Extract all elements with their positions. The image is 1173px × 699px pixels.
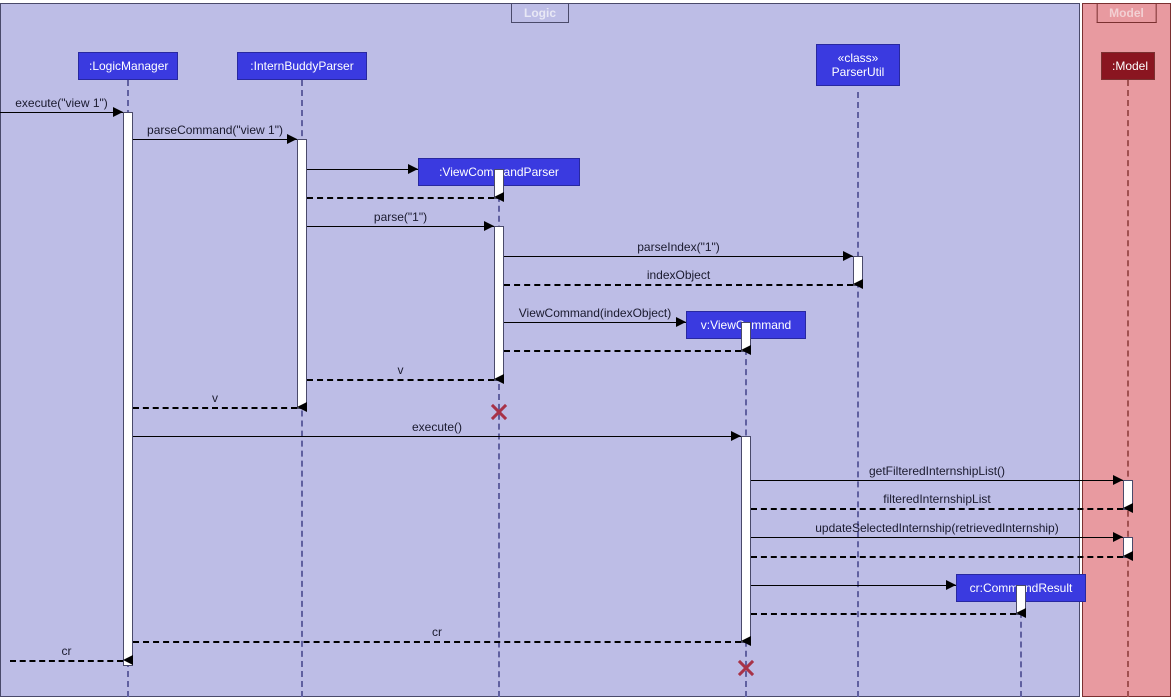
message-line: [504, 284, 853, 286]
package-logic-label: Logic: [511, 4, 569, 23]
destroy-icon: [489, 402, 509, 422]
participant-model: :Model: [1101, 52, 1155, 80]
participant-parser: :InternBuddyParser: [237, 52, 367, 80]
message-label: parseCommand("view 1"): [133, 123, 297, 137]
arrowhead: [1123, 551, 1133, 561]
arrowhead: [741, 636, 751, 646]
arrowhead: [1123, 503, 1133, 513]
message-line: [751, 613, 1016, 615]
arrowhead: [946, 580, 956, 590]
message-line: [133, 139, 297, 140]
message-line: [307, 379, 494, 381]
message-line: [751, 556, 1123, 558]
message-label: v: [307, 363, 494, 377]
message-line: [751, 480, 1123, 481]
message-label: ViewCommand(indexObject): [504, 306, 686, 320]
arrowhead: [853, 279, 863, 289]
message-line: [504, 322, 686, 323]
message-line: [751, 537, 1123, 538]
message-label: cr: [10, 644, 123, 658]
activation: [297, 139, 307, 409]
message-label: updateSelectedInternship(retrievedIntern…: [751, 521, 1123, 535]
message-label: cr: [133, 625, 741, 639]
message-label: indexObject: [504, 268, 853, 282]
message-line: [307, 169, 418, 170]
arrowhead: [123, 655, 133, 665]
arrowhead: [741, 345, 751, 355]
message-label: v: [133, 391, 297, 405]
activation: [494, 226, 504, 381]
message-line: [133, 641, 741, 643]
destroy-icon: [736, 658, 756, 678]
arrowhead: [408, 164, 418, 174]
message-label: execute(): [133, 420, 741, 434]
message-label: parse("1"): [307, 210, 494, 224]
message-line: [133, 436, 741, 437]
arrowhead: [494, 374, 504, 384]
arrowhead: [297, 402, 307, 412]
arrowhead: [494, 192, 504, 202]
package-model-label: Model: [1096, 4, 1157, 23]
arrowhead: [1016, 608, 1026, 618]
message-label: getFilteredInternshipList(): [751, 464, 1123, 478]
message-label: parseIndex("1"): [504, 240, 853, 254]
activation: [123, 112, 133, 666]
message-line: [0, 112, 123, 113]
message-line: [504, 256, 853, 257]
message-line: [133, 407, 297, 409]
activation: [741, 436, 751, 643]
participant-parser_util: «class» ParserUtil: [816, 44, 900, 86]
participant-logic_manager: :LogicManager: [78, 52, 178, 80]
message-line: [751, 585, 956, 586]
message-line: [10, 660, 123, 662]
message-line: [751, 508, 1123, 510]
message-line: [307, 197, 494, 199]
message-line: [504, 350, 741, 352]
message-label: filteredInternshipList: [751, 492, 1123, 506]
lifeline-model: [1127, 80, 1129, 697]
lifeline-parser_util: [857, 92, 859, 697]
message-line: [307, 226, 494, 227]
message-label: execute("view 1"): [0, 96, 123, 110]
